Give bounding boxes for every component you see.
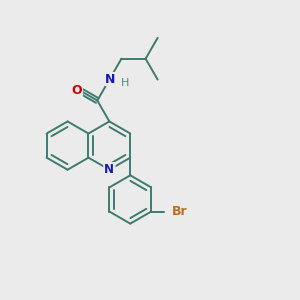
Text: H: H <box>121 78 129 88</box>
Text: Br: Br <box>172 205 188 218</box>
Text: O: O <box>72 84 83 98</box>
Text: N: N <box>105 73 116 85</box>
Text: N: N <box>104 163 114 176</box>
